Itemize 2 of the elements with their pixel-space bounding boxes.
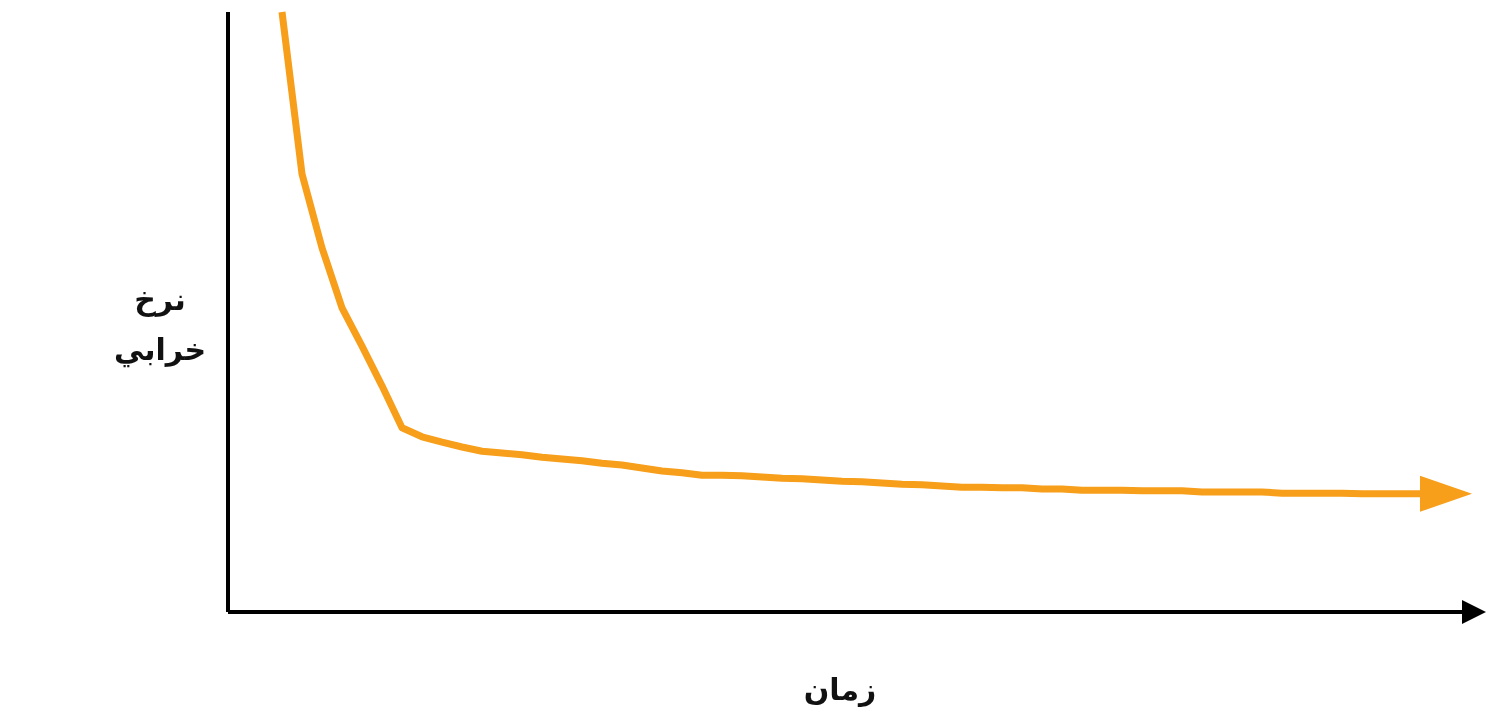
ylabel: نرخ خرابي (113, 282, 207, 367)
xlabel: زمان (803, 672, 877, 707)
